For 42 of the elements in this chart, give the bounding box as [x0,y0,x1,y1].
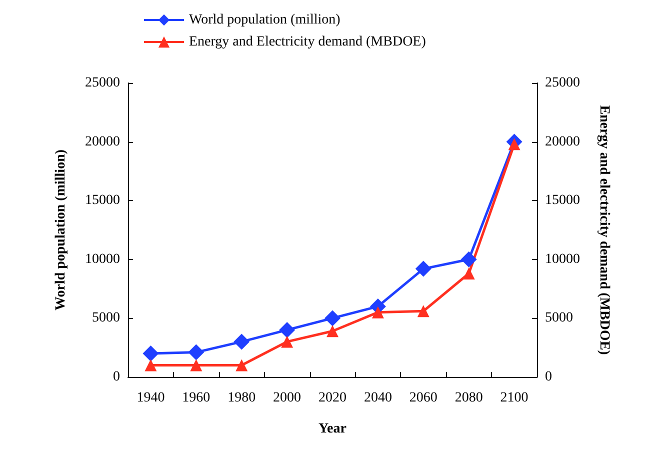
x-tick-label: 1960 [182,390,210,406]
y2-tick-label: 0 [545,370,552,384]
y-tick-label: 25000 [85,76,120,90]
point [188,344,204,360]
y2-axis-title: Energy and electricity demand (MBDOE) [596,105,612,356]
legend-label: Energy and Electricity demand (MBDOE) [189,34,426,50]
point [508,138,520,150]
y-tick-label: 0 [113,370,120,384]
point [142,345,159,362]
point [190,359,202,372]
y-tick-label: 5000 [92,310,120,326]
point [144,359,157,372]
x-tick-label: 1980 [228,390,256,406]
legend-label: World population (million) [189,12,341,28]
point [460,251,477,268]
point [326,325,338,338]
point [324,310,340,326]
x-tick-label: 2100 [500,390,528,406]
point [415,260,432,277]
point [462,268,475,280]
point [372,306,384,318]
y2-tick-label: 10000 [545,252,580,267]
x-tick-label: 2080 [454,390,483,406]
y2-tick-label: 15000 [545,193,580,208]
point [234,334,250,350]
y2-tick-label: 25000 [545,76,580,90]
point [281,336,294,348]
y2-tick-label: 20000 [545,134,580,150]
point [236,359,248,372]
point [417,305,430,318]
y-tick-label: 15000 [85,193,120,208]
x-tick-label: 1940 [136,390,165,406]
x-tick-label: 2040 [364,390,392,406]
y-axis-title: World population (million) [54,149,68,311]
x-axis-title: Year [318,422,346,436]
x-tick-label: 2060 [409,390,438,406]
y-tick-label: 20000 [85,134,120,150]
x-tick-label: 2000 [273,390,302,406]
point [279,322,296,338]
x-tick-label: 2020 [318,390,346,406]
y-tick-label: 10000 [85,252,120,267]
y2-tick-label: 5000 [545,310,573,326]
